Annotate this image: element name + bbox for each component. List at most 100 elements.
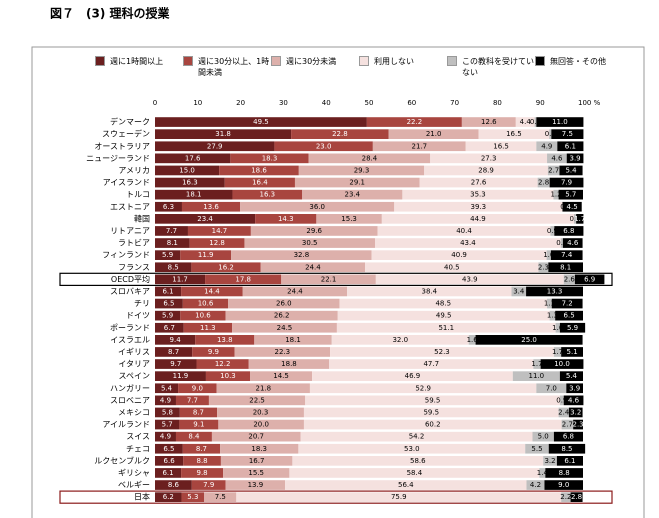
bar-segment <box>155 201 182 212</box>
legend-item: 利用しない <box>359 56 447 78</box>
value-label: 10.6 <box>195 312 211 320</box>
value-label: 14.3 <box>278 215 294 223</box>
bar-segment <box>234 347 331 357</box>
bar-segment <box>260 262 366 273</box>
bar-segment <box>553 347 562 357</box>
value-label: 4.9 <box>160 433 171 441</box>
value-label: 16.5 <box>506 130 522 138</box>
bar-segment <box>566 153 584 164</box>
value-label: 54.2 <box>409 433 425 441</box>
value-label: 11.7 <box>172 275 188 283</box>
value-label: 6.5 <box>163 300 174 308</box>
category-label: フランス <box>118 263 150 272</box>
bar-segment <box>298 165 425 176</box>
bar-segment <box>366 117 462 127</box>
bar-segment <box>289 468 540 478</box>
bar-segment <box>208 395 306 406</box>
value-label: 49.5 <box>436 312 452 320</box>
bar-segment <box>155 214 256 224</box>
bar-segment <box>561 419 574 430</box>
bar-segment <box>291 129 389 139</box>
bar-segment <box>465 141 537 152</box>
category-label: 韓国 <box>134 213 150 223</box>
value-label: 21.7 <box>411 142 427 150</box>
value-label: 52.3 <box>434 348 450 356</box>
bar-segment <box>543 456 557 466</box>
bar-segment <box>274 141 373 152</box>
value-label: 29.3 <box>354 166 370 174</box>
value-label: 8.7 <box>193 408 204 416</box>
bar-segment <box>195 335 255 345</box>
value-label: 38.4 <box>422 287 438 295</box>
legend-item: 週に30分以上、1時間未満 <box>183 56 271 78</box>
value-label: 1.7 <box>552 348 563 356</box>
value-label: 15.3 <box>341 215 357 223</box>
bar-segment <box>576 214 584 224</box>
value-label: 5.7 <box>565 191 576 199</box>
bar-segment <box>536 383 567 394</box>
bar-segment <box>300 431 533 442</box>
value-label: 47.7 <box>423 360 439 368</box>
value-label: 2.8 <box>538 179 549 187</box>
bar-segment <box>232 189 303 200</box>
bar-segment <box>179 407 218 418</box>
bar-segment <box>568 407 583 418</box>
category-label: メキシコ <box>118 408 150 417</box>
value-label: 0.9 <box>556 396 567 404</box>
bar-segment <box>250 371 313 381</box>
value-label: 4.2 <box>530 481 541 489</box>
bar-segment <box>574 274 605 285</box>
x-tick-label: 60 <box>407 99 416 107</box>
value-label: 7.7 <box>187 396 198 404</box>
value-label: 11.3 <box>200 324 216 332</box>
bar-segment <box>561 492 571 502</box>
value-label: 4.5 <box>567 203 578 211</box>
value-label: 1.7 <box>531 360 542 368</box>
value-label: 15.5 <box>248 469 264 477</box>
bar-segment <box>224 177 295 188</box>
value-label: 16.4 <box>252 179 268 187</box>
bar-segment <box>381 214 575 224</box>
value-label: 2.4 <box>558 408 570 416</box>
bar-segment <box>220 443 299 454</box>
bar-segment <box>559 395 564 406</box>
bar-segment <box>254 335 332 345</box>
bar-segment <box>285 480 527 490</box>
x-tick-label: 50 <box>365 99 374 107</box>
value-label: 0.5 <box>556 239 567 247</box>
bar-segment <box>155 274 206 285</box>
bar-segment <box>336 322 556 333</box>
bar-segment <box>303 407 559 418</box>
bar-segment <box>155 443 183 454</box>
bar-segment <box>561 347 583 357</box>
value-label: 9.8 <box>197 469 208 477</box>
value-label: 6.5 <box>564 312 575 320</box>
bar-segment <box>155 322 184 333</box>
bar-segment <box>558 189 583 200</box>
bar-segment <box>554 226 584 236</box>
value-label: 8.6 <box>168 481 180 489</box>
value-label: 3.9 <box>570 154 581 162</box>
value-label: 22.1 <box>321 275 337 283</box>
bar-segment <box>563 274 575 285</box>
bar-segment <box>331 335 469 345</box>
bar-segment <box>236 492 562 502</box>
value-label: 21.0 <box>426 130 442 138</box>
value-label: 9.9 <box>208 348 219 356</box>
bar-segment <box>255 214 317 224</box>
value-label: 44.9 <box>470 215 486 223</box>
bar-segment <box>316 214 382 224</box>
value-label: 8.7 <box>168 348 179 356</box>
bar-segment <box>292 456 544 466</box>
value-label: 36.0 <box>309 203 325 211</box>
x-tick-label: 70 <box>450 99 459 107</box>
legend-swatch <box>271 56 281 66</box>
bar-segment <box>570 492 583 502</box>
value-label: 5.3 <box>187 493 198 501</box>
value-label: 22.5 <box>249 396 265 404</box>
value-label: 1.0 <box>552 324 563 332</box>
value-label: 2.6 <box>564 275 576 283</box>
bar-segment <box>419 177 538 188</box>
x-tick-label: 80 <box>493 99 502 107</box>
bar-segment <box>547 165 560 176</box>
